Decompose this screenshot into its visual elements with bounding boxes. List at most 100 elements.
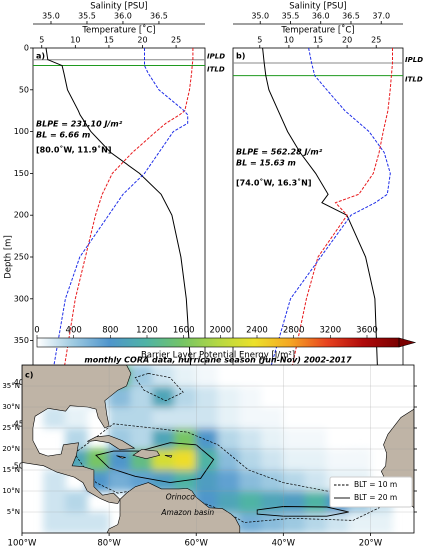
heat-cell bbox=[326, 406, 350, 429]
heat-cell bbox=[304, 448, 328, 471]
profile-line bbox=[256, 47, 391, 467]
contour-10m bbox=[73, 423, 380, 523]
y-tick-label: 35°N bbox=[2, 382, 20, 390]
heat-cell bbox=[348, 365, 371, 387]
x-tick-label: 40°W bbox=[272, 539, 296, 549]
heat-cell bbox=[152, 427, 175, 450]
x-tick-label: 80°W bbox=[97, 539, 121, 549]
x-tick-label: 36.0 bbox=[114, 12, 132, 21]
y-tick-label: 450 bbox=[14, 420, 29, 429]
panel-label: c) bbox=[25, 371, 33, 380]
heat-cell bbox=[282, 385, 306, 408]
x-tick-label: 35.0 bbox=[42, 12, 60, 21]
x-tick-label: 5 bbox=[39, 36, 44, 45]
heat-cell bbox=[173, 385, 197, 408]
land bbox=[116, 455, 126, 459]
y-tick-label: 500 bbox=[14, 462, 29, 471]
colorbar-tick-label: 1200 bbox=[136, 326, 158, 336]
heat-cell bbox=[217, 365, 241, 387]
heat-cell bbox=[152, 469, 175, 492]
heat-cell bbox=[86, 511, 110, 533]
heat-cell bbox=[195, 406, 219, 429]
colorbar-tick-label: 2000 bbox=[210, 326, 232, 336]
x-tick-label: 35.5 bbox=[282, 12, 300, 21]
x-tick-label: 60°W bbox=[184, 539, 208, 549]
heat-cell bbox=[239, 511, 263, 533]
level-label: IPLD bbox=[405, 56, 423, 64]
level-label: ITLD bbox=[405, 76, 423, 84]
heat-cell bbox=[304, 490, 328, 513]
heat-cell bbox=[282, 406, 306, 429]
heat-cell bbox=[326, 448, 350, 471]
colorbar-extend bbox=[398, 337, 417, 348]
colorbar-tick-label: 1600 bbox=[173, 326, 195, 336]
heat-cell bbox=[217, 406, 241, 429]
level-label: IPLD bbox=[207, 53, 225, 61]
contour-10m bbox=[134, 373, 184, 402]
colorbar-tick-label: 2800 bbox=[283, 326, 305, 336]
heat-cell bbox=[348, 406, 371, 429]
panel-label: b) bbox=[236, 52, 245, 61]
heat-cell bbox=[173, 448, 197, 471]
y-tick-label: 200 bbox=[14, 211, 29, 220]
x-tick-label: 20 bbox=[137, 36, 147, 45]
heat-cell bbox=[304, 385, 328, 408]
heat-cell bbox=[348, 385, 371, 408]
land bbox=[413, 365, 414, 366]
heat-cell bbox=[195, 365, 219, 387]
heat-cell bbox=[326, 385, 350, 408]
heatmap bbox=[43, 365, 393, 533]
heat-cell bbox=[108, 406, 132, 429]
heat-cell bbox=[239, 427, 263, 450]
colorbar bbox=[36, 337, 400, 348]
heat-cell bbox=[43, 490, 67, 513]
heat-cell bbox=[152, 385, 175, 408]
heat-cell bbox=[130, 365, 154, 387]
y-tick-label: 0 bbox=[24, 44, 29, 53]
profile-line bbox=[51, 48, 194, 467]
x-tick-label: 36.5 bbox=[150, 12, 168, 21]
x-tick-label: 5 bbox=[257, 36, 262, 45]
y-tick-label: 100 bbox=[14, 127, 29, 136]
annotation: BL = 6.66 m bbox=[36, 131, 90, 140]
x-axis-label: Temperature [˚C] bbox=[280, 25, 354, 36]
annotation: [74.0˚W, 16.3˚N] bbox=[236, 178, 311, 188]
heat-cell bbox=[152, 365, 175, 387]
annotation: [80.0˚W, 11.9˚N] bbox=[36, 145, 111, 155]
y-tick-label: 300 bbox=[14, 294, 29, 303]
profile-line bbox=[45, 47, 196, 467]
heat-cell bbox=[152, 406, 175, 429]
heat-cell bbox=[261, 511, 284, 533]
profile-line bbox=[46, 48, 189, 467]
heat-cell bbox=[261, 406, 284, 429]
x-axis-label: Salinity [PSU] bbox=[90, 2, 148, 12]
y-axis-label: Depth [m] bbox=[4, 235, 14, 279]
land bbox=[132, 449, 161, 460]
heat-cell bbox=[326, 365, 350, 387]
colorbar-tick-label: 0 bbox=[34, 326, 39, 336]
y-tick-label: 30°N bbox=[2, 403, 20, 411]
heat-cell bbox=[239, 385, 263, 408]
heat-cell bbox=[65, 511, 88, 533]
heat-cell bbox=[130, 406, 154, 429]
heat-cell bbox=[304, 511, 328, 533]
x-tick-label: 15 bbox=[313, 36, 323, 45]
heat-cell bbox=[239, 406, 263, 429]
x-tick-label: 10 bbox=[70, 36, 80, 45]
heat-cell bbox=[304, 365, 328, 387]
y-tick-label: 10°N bbox=[2, 487, 20, 495]
x-tick-label: 25 bbox=[171, 36, 181, 45]
heat-cell bbox=[217, 448, 241, 471]
x-tick-label: 25 bbox=[371, 36, 381, 45]
y-tick-label: 350 bbox=[14, 336, 29, 345]
heat-cell bbox=[261, 448, 284, 471]
level-label: ITLD bbox=[207, 66, 225, 74]
x-tick-label: 35.0 bbox=[251, 12, 269, 21]
x-axis-label: Temperature [˚C] bbox=[81, 25, 155, 36]
colorbar-tick-label: 2400 bbox=[246, 326, 268, 336]
x-tick-label: 15 bbox=[104, 36, 114, 45]
heat-cell bbox=[348, 511, 371, 533]
heat-cell bbox=[261, 427, 284, 450]
heat-cell bbox=[326, 427, 350, 450]
